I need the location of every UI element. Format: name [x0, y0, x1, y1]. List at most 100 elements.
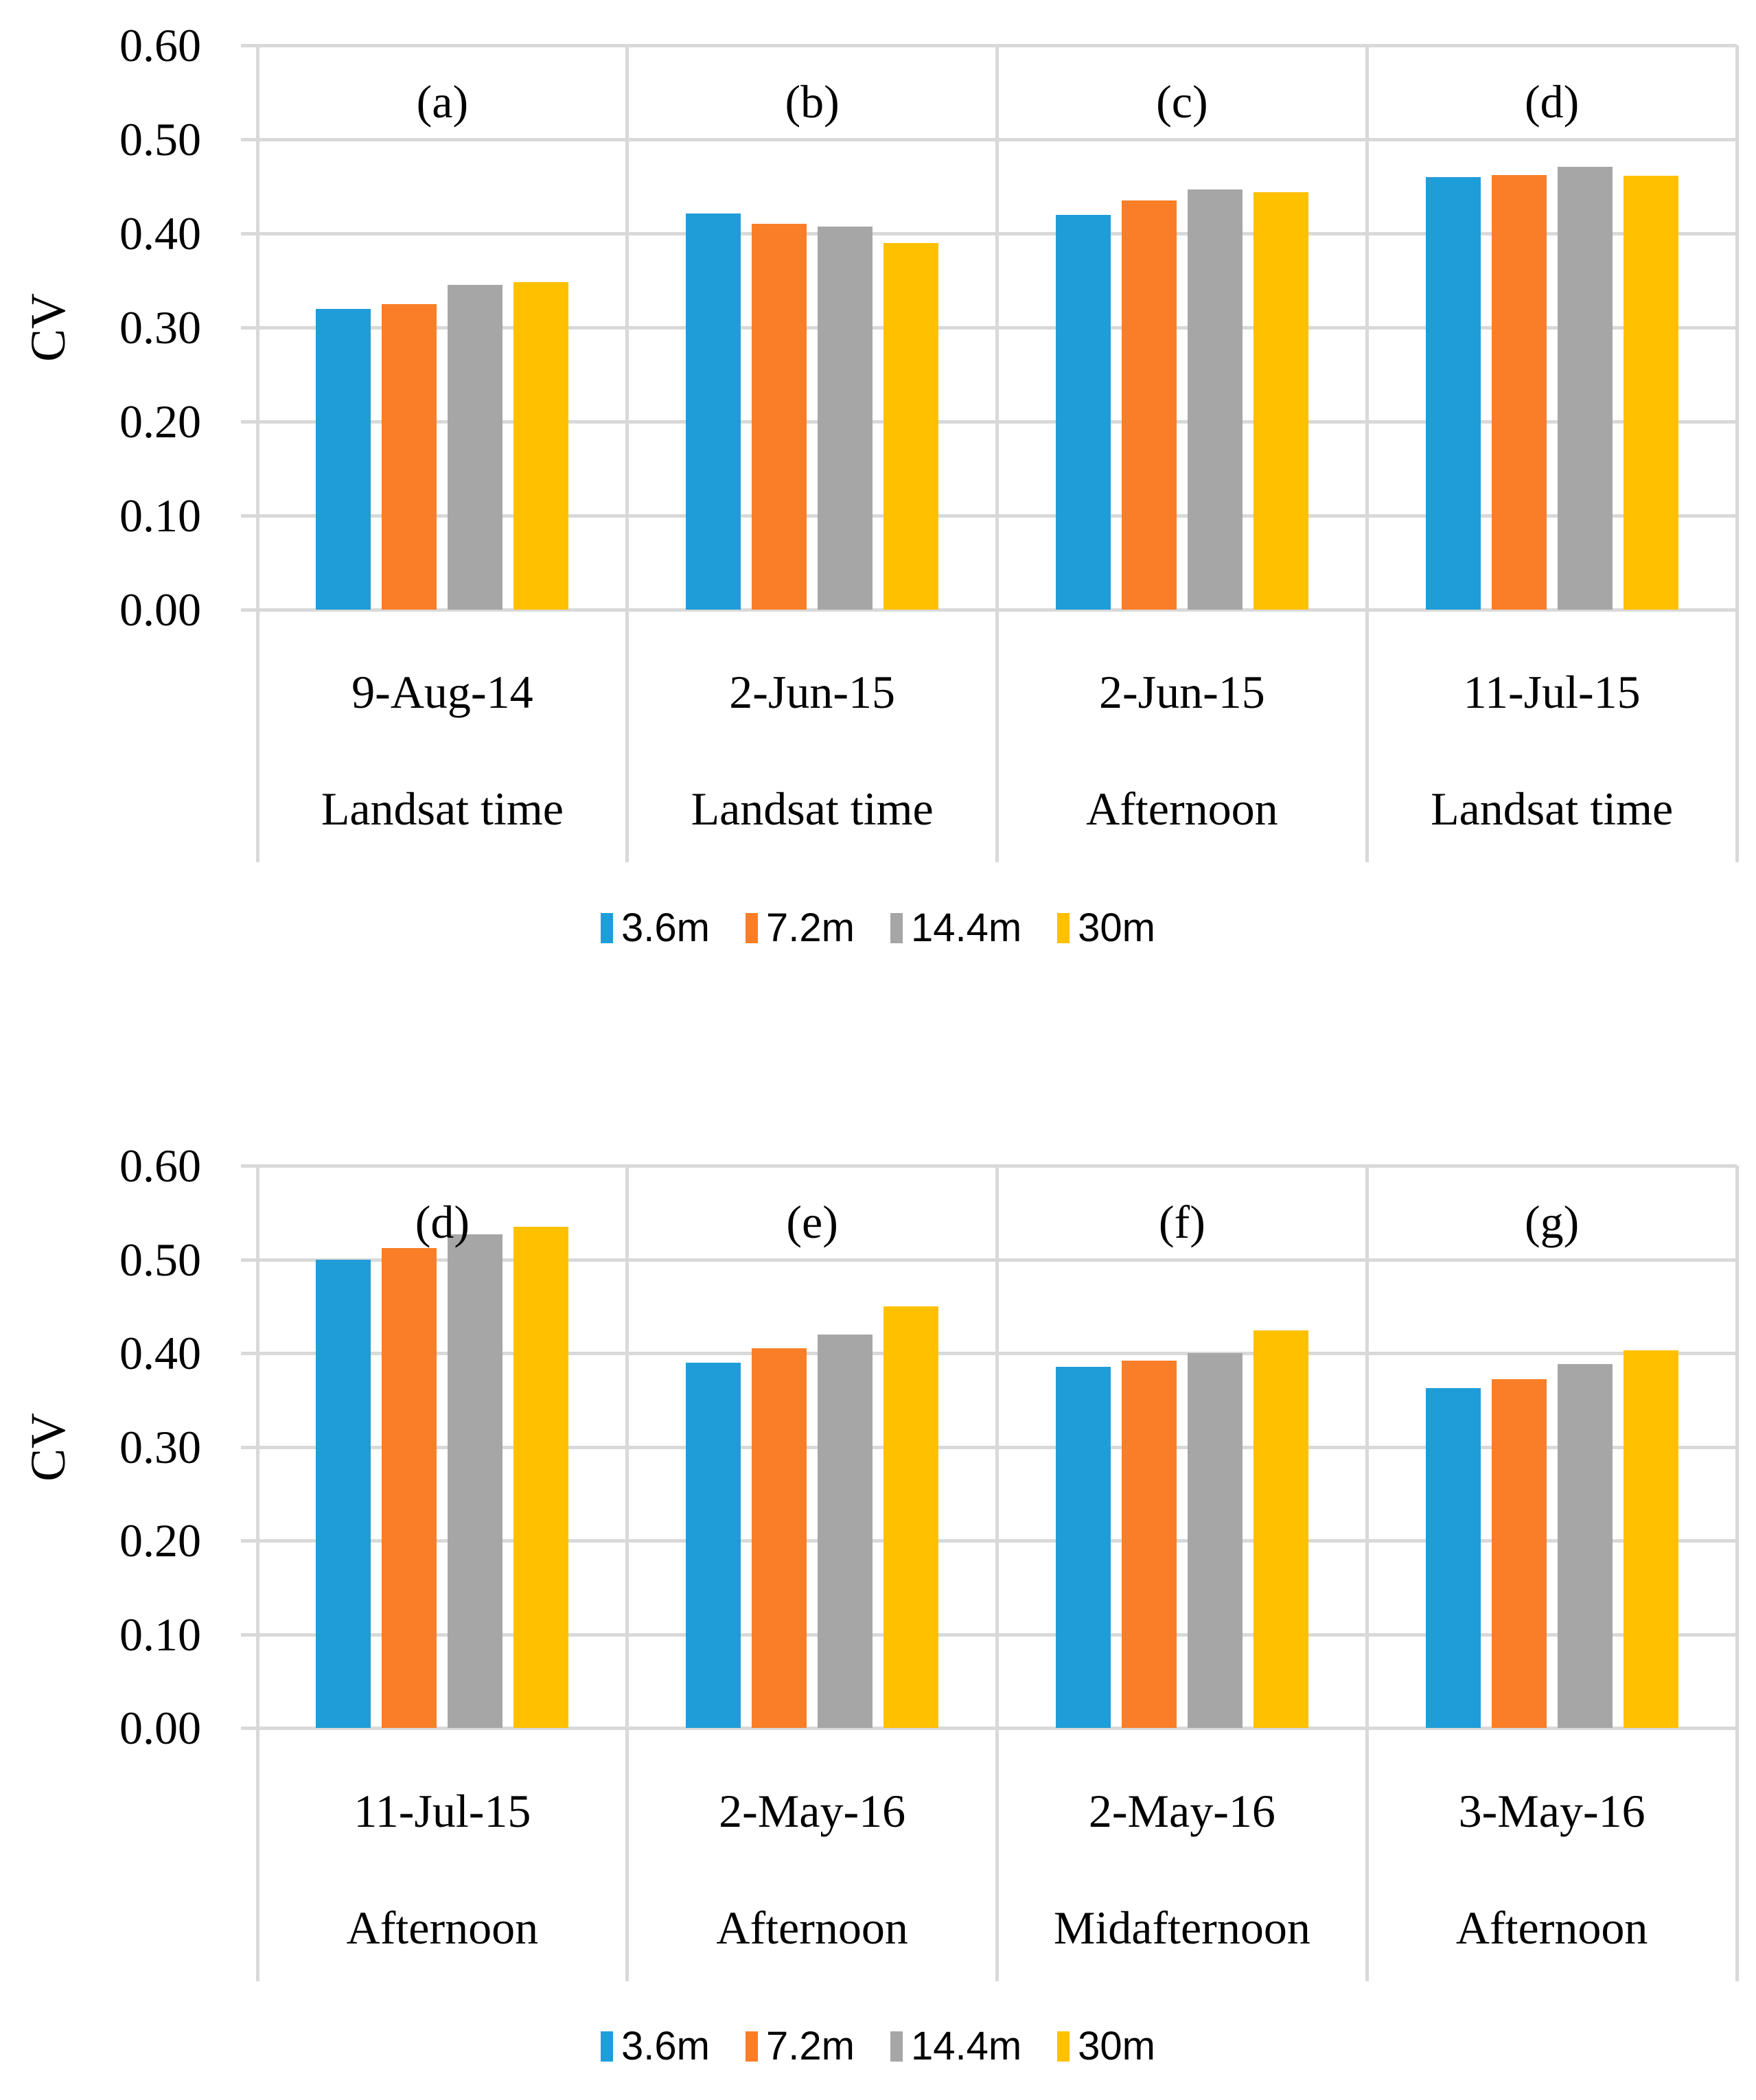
- legend-swatch-icon: [601, 913, 614, 943]
- panel-border: [255, 45, 259, 862]
- legend-label: 14.4m: [910, 905, 1022, 950]
- x-axis-date-label: 2-May-16: [719, 1785, 906, 1837]
- bar-30m: [513, 282, 569, 610]
- legend-swatch-icon: [745, 913, 758, 943]
- axis-tick: [241, 514, 257, 518]
- bar-3-6m: [316, 308, 371, 610]
- axis-tick: [241, 1539, 257, 1543]
- legend-item-14-4m: 14.4m: [890, 2025, 1021, 2068]
- gridline: [257, 1352, 1737, 1355]
- bar-7-2m: [752, 1348, 807, 1728]
- axis-tick: [241, 44, 257, 47]
- bar-30m: [1623, 176, 1678, 610]
- panel-letter: (b): [785, 76, 840, 128]
- panel-letter: (a): [416, 76, 469, 128]
- axis-tick: [241, 1445, 257, 1449]
- legend-label: 7.2m: [765, 905, 855, 950]
- panel-letter: (e): [786, 1196, 838, 1248]
- axis-tick: [241, 326, 257, 330]
- x-axis-date-label: 2-Jun-15: [729, 666, 895, 718]
- gridline: [257, 1539, 1737, 1543]
- y-axis-tick-label: 0.10: [119, 1608, 201, 1661]
- legend-item-7-2m: 7.2m: [745, 2024, 855, 2068]
- y-axis-tick-label: 0.40: [119, 207, 201, 259]
- x-axis-time-label: Afternoon: [346, 1902, 539, 1954]
- x-axis-date-label: 11-Jul-15: [1463, 666, 1641, 718]
- bar-3-6m: [1425, 176, 1481, 610]
- y-axis-tick-label: 0.60: [119, 1140, 201, 1192]
- bar-14-4m: [1187, 1353, 1243, 1728]
- bar-7-2m: [382, 303, 437, 610]
- legend-item-3-6m: 3.6m: [601, 907, 710, 949]
- legend-label: 7.2m: [765, 2024, 855, 2068]
- bar-7-2m: [1121, 1360, 1177, 1728]
- x-axis-time-label: Landsat time: [691, 783, 934, 835]
- panel-border: [995, 45, 999, 862]
- gridline: [257, 1164, 1737, 1168]
- gridline: [257, 138, 1737, 141]
- bar-30m: [883, 1306, 939, 1728]
- bar-14-4m: [818, 1334, 873, 1728]
- gridline: [257, 1258, 1737, 1262]
- x-axis-date-label: 2-May-16: [1088, 1785, 1275, 1837]
- bar-14-4m: [448, 285, 503, 610]
- bar-30m: [1623, 1350, 1678, 1728]
- axis-tick: [241, 1352, 257, 1355]
- x-axis-date-label: 3-May-16: [1458, 1785, 1645, 1837]
- gridline: [257, 514, 1737, 518]
- legend-swatch-icon: [890, 2031, 903, 2062]
- panel-letter: (g): [1524, 1196, 1580, 1248]
- bar-14-4m: [1557, 1364, 1613, 1728]
- gridline: [257, 44, 1737, 47]
- y-axis-tick-label: 0.10: [119, 489, 201, 542]
- y-axis-tick-label: 0.00: [119, 584, 201, 636]
- x-axis-time-label: Afternoon: [1086, 783, 1278, 835]
- bar-30m: [883, 242, 939, 610]
- bar-14-4m: [1187, 189, 1243, 610]
- gridline: [257, 232, 1737, 235]
- bar-7-2m: [382, 1248, 437, 1728]
- x-axis-date-label: 11-Jul-15: [354, 1785, 531, 1837]
- y-axis-tick-label: 0.30: [119, 1420, 201, 1473]
- legend-swatch-icon: [1057, 2031, 1070, 2062]
- gridline: [257, 1445, 1737, 1449]
- panel-letter: (f): [1158, 1196, 1205, 1248]
- y-axis-title: CV: [21, 292, 76, 362]
- x-axis-time-label: Afternoon: [716, 1902, 908, 1954]
- legend: 3.6m 7.2m 14.4m 30m: [601, 907, 1155, 949]
- bar-3-6m: [1055, 214, 1111, 610]
- panel-border: [1365, 1166, 1369, 1981]
- axis-tick: [241, 420, 257, 424]
- axis-tick: [241, 232, 257, 235]
- legend-item-7-2m: 7.2m: [745, 905, 855, 950]
- panel-border: [1365, 45, 1369, 862]
- bar-14-4m: [1557, 166, 1613, 610]
- axis-tick: [241, 1727, 257, 1730]
- legend-item-14-4m: 14.4m: [890, 907, 1021, 949]
- legend-item-30m: 30m: [1057, 907, 1155, 949]
- bar-3-6m: [1055, 1367, 1111, 1728]
- gridline: [257, 608, 1737, 612]
- y-axis-tick-label: 0.50: [119, 1233, 201, 1286]
- bar-3-6m: [686, 214, 741, 610]
- y-axis-tick-label: 0.20: [119, 395, 201, 448]
- axis-tick: [241, 1258, 257, 1262]
- legend-swatch-icon: [1057, 913, 1070, 943]
- panel-letter: (c): [1156, 76, 1208, 128]
- bar-7-2m: [1121, 200, 1177, 610]
- panel-border: [1735, 1166, 1739, 1981]
- bar-30m: [1253, 1330, 1308, 1728]
- gridline: [257, 326, 1737, 330]
- bar-14-4m: [448, 1234, 503, 1728]
- gridline: [257, 420, 1737, 424]
- y-axis-tick-label: 0.60: [119, 19, 201, 71]
- y-axis-title: CV: [21, 1412, 76, 1482]
- legend-swatch-icon: [745, 2031, 758, 2062]
- axis-tick: [241, 1164, 257, 1168]
- legend-label: 3.6m: [621, 2024, 710, 2068]
- x-axis-time-label: Afternoon: [1455, 1902, 1648, 1954]
- gridline: [257, 1727, 1737, 1730]
